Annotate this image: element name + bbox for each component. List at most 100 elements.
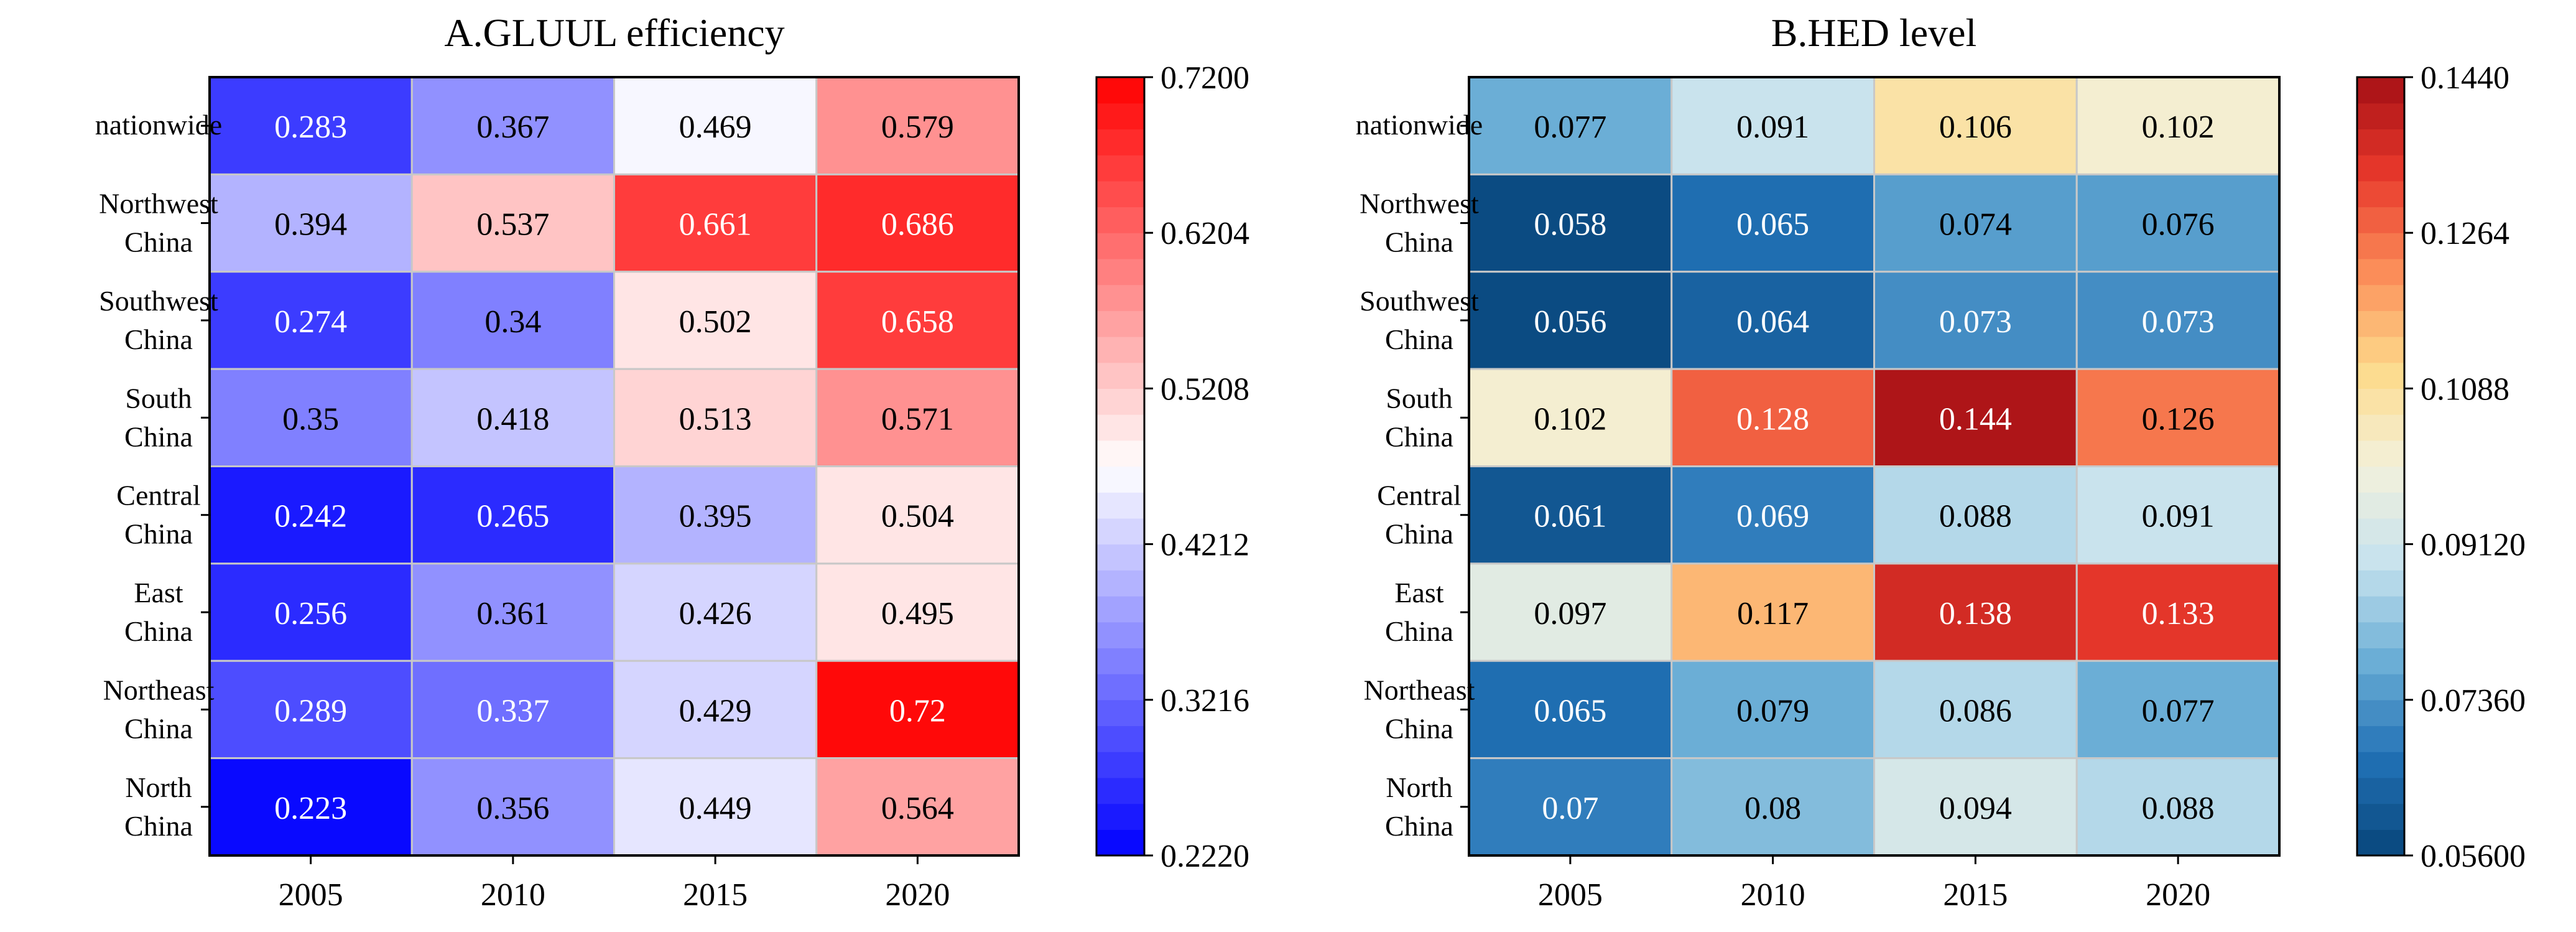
cell-value-label: 0.144 [1939,401,2012,437]
colorbar-band [2357,648,2404,674]
heatmap-cell [1873,465,2078,565]
colorbar-band [1096,699,1144,727]
plot-frame [1468,76,2281,857]
heatmap-cell [1670,465,1875,565]
colorbar-band [2357,466,2404,493]
y-tick-label: Northwest [1360,188,1479,220]
colorbar-band [2357,777,2404,804]
colorbar-band [2357,258,2404,286]
colorbar-band [1096,103,1144,129]
colorbar-band [2357,103,2404,129]
colorbar-band [2357,180,2404,208]
y-tick-label: China [124,810,193,842]
y-tick-label: China [124,226,193,258]
y-tick-label: Central [1377,480,1461,511]
x-tick-label: 2020 [2146,877,2210,913]
colorbar-band [2357,233,2404,259]
cell-value-label: 0.283 [274,110,347,145]
heatmap-cell [1468,368,1673,467]
y-tick-label: China [124,712,193,744]
colorbar-band [1096,648,1144,674]
cell-value-label: 0.502 [679,304,752,340]
colorbar-band [2357,388,2404,415]
heatmap-cell [815,757,1020,857]
cell-value-label: 0.658 [881,304,954,340]
cell-value-label: 0.426 [679,596,752,631]
cell-value-label: 0.102 [2142,110,2215,145]
heatmap-cell [410,465,615,565]
colorbar-tick-label: 0.5208 [1161,371,1249,407]
colorbar-frame [1095,76,1146,857]
cell-value-label: 0.077 [1534,110,1606,145]
heatmap-cell [1873,562,2078,662]
y-tick-label: China [1385,615,1453,647]
colorbar-band [2357,752,2404,778]
colorbar-band [1096,233,1144,259]
heatmap-cell [1468,562,1673,662]
chart-title: B.HED level [1771,11,1977,55]
cell-value-label: 0.133 [2142,596,2215,631]
colorbar-band [1096,180,1144,208]
y-tick-label: South [1386,382,1452,414]
heatmap-cell [1873,76,2078,175]
colorbar-band [1096,752,1144,778]
heatmap-panel-b: B.HED level 0.077 0.091 0.106 0.102 nationwid… [1356,11,2526,913]
colorbar-tick-label: 0.1264 [2421,216,2509,251]
y-tick-label: China [1385,810,1453,842]
cell-value-label: 0.086 [1939,693,2012,729]
heatmap-cell [1670,659,1875,760]
y-tick-label: China [1385,421,1453,452]
colorbar-band [1096,674,1144,701]
x-tick-label: 2005 [1538,877,1603,913]
colorbar-band [2357,518,2404,545]
y-tick-label: nationwide [1356,109,1483,141]
colorbar-tick-label: 0.05600 [2421,839,2526,874]
cell-value-label: 0.061 [1534,499,1606,534]
colorbar-band [1096,777,1144,804]
cell-value-label: 0.395 [679,499,752,534]
heatmap-cell [815,271,1020,370]
colorbar-band [1096,622,1144,648]
cell-value-label: 0.289 [274,693,347,729]
cell-value-label: 0.34 [484,304,541,340]
x-tick-label: 2020 [885,877,950,913]
heatmap-cell [1670,173,1875,273]
colorbar-band [2357,414,2404,441]
colorbar-band [2357,129,2404,156]
cell-value-label: 0.056 [1534,304,1606,340]
plot-frame [208,76,1020,857]
y-tick-label: China [1385,712,1453,744]
colorbar-band [2357,570,2404,597]
cell-value-label: 0.102 [1534,401,1606,437]
cell-value-label: 0.394 [274,207,347,243]
y-tick-label: China [124,324,193,355]
colorbar-band [2357,492,2404,519]
colorbar-band [2357,544,2404,571]
cell-value-label: 0.449 [679,791,752,826]
colorbar-tick-label: 0.4212 [1161,528,1249,563]
cell-value-label: 0.073 [1939,304,2012,340]
cell-value-label: 0.058 [1534,207,1606,243]
colorbar-band [2357,725,2404,752]
heatmap-cell [1468,173,1673,273]
heatmap-cell [613,659,818,760]
heatmap-cell [613,465,818,565]
cell-value-label: 0.72 [889,693,946,729]
colorbar-band [1096,829,1144,856]
colorbar-band [1096,337,1144,363]
heatmap-cell [1670,76,1875,175]
colorbar-band [1096,518,1144,545]
cell-value-label: 0.076 [2142,207,2215,243]
heatmap-cell [1468,757,1673,857]
colorbar-tick-label: 0.1088 [2421,371,2509,407]
colorbar-tick-label: 0.07360 [2421,683,2526,719]
colorbar-band [2357,803,2404,830]
cell-value-label: 0.094 [1939,791,2012,826]
heatmap-panel-a: A.GLUUL efficiency 0.283 0.367 0.469 0.579 na… [95,11,1249,913]
cell-value-label: 0.356 [476,791,549,826]
cell-value-label: 0.07 [1542,791,1598,826]
cell-value-label: 0.265 [476,499,549,534]
y-tick-label: South [125,382,192,414]
cell-value-label: 0.513 [679,401,752,437]
y-tick-label: China [1385,518,1453,550]
